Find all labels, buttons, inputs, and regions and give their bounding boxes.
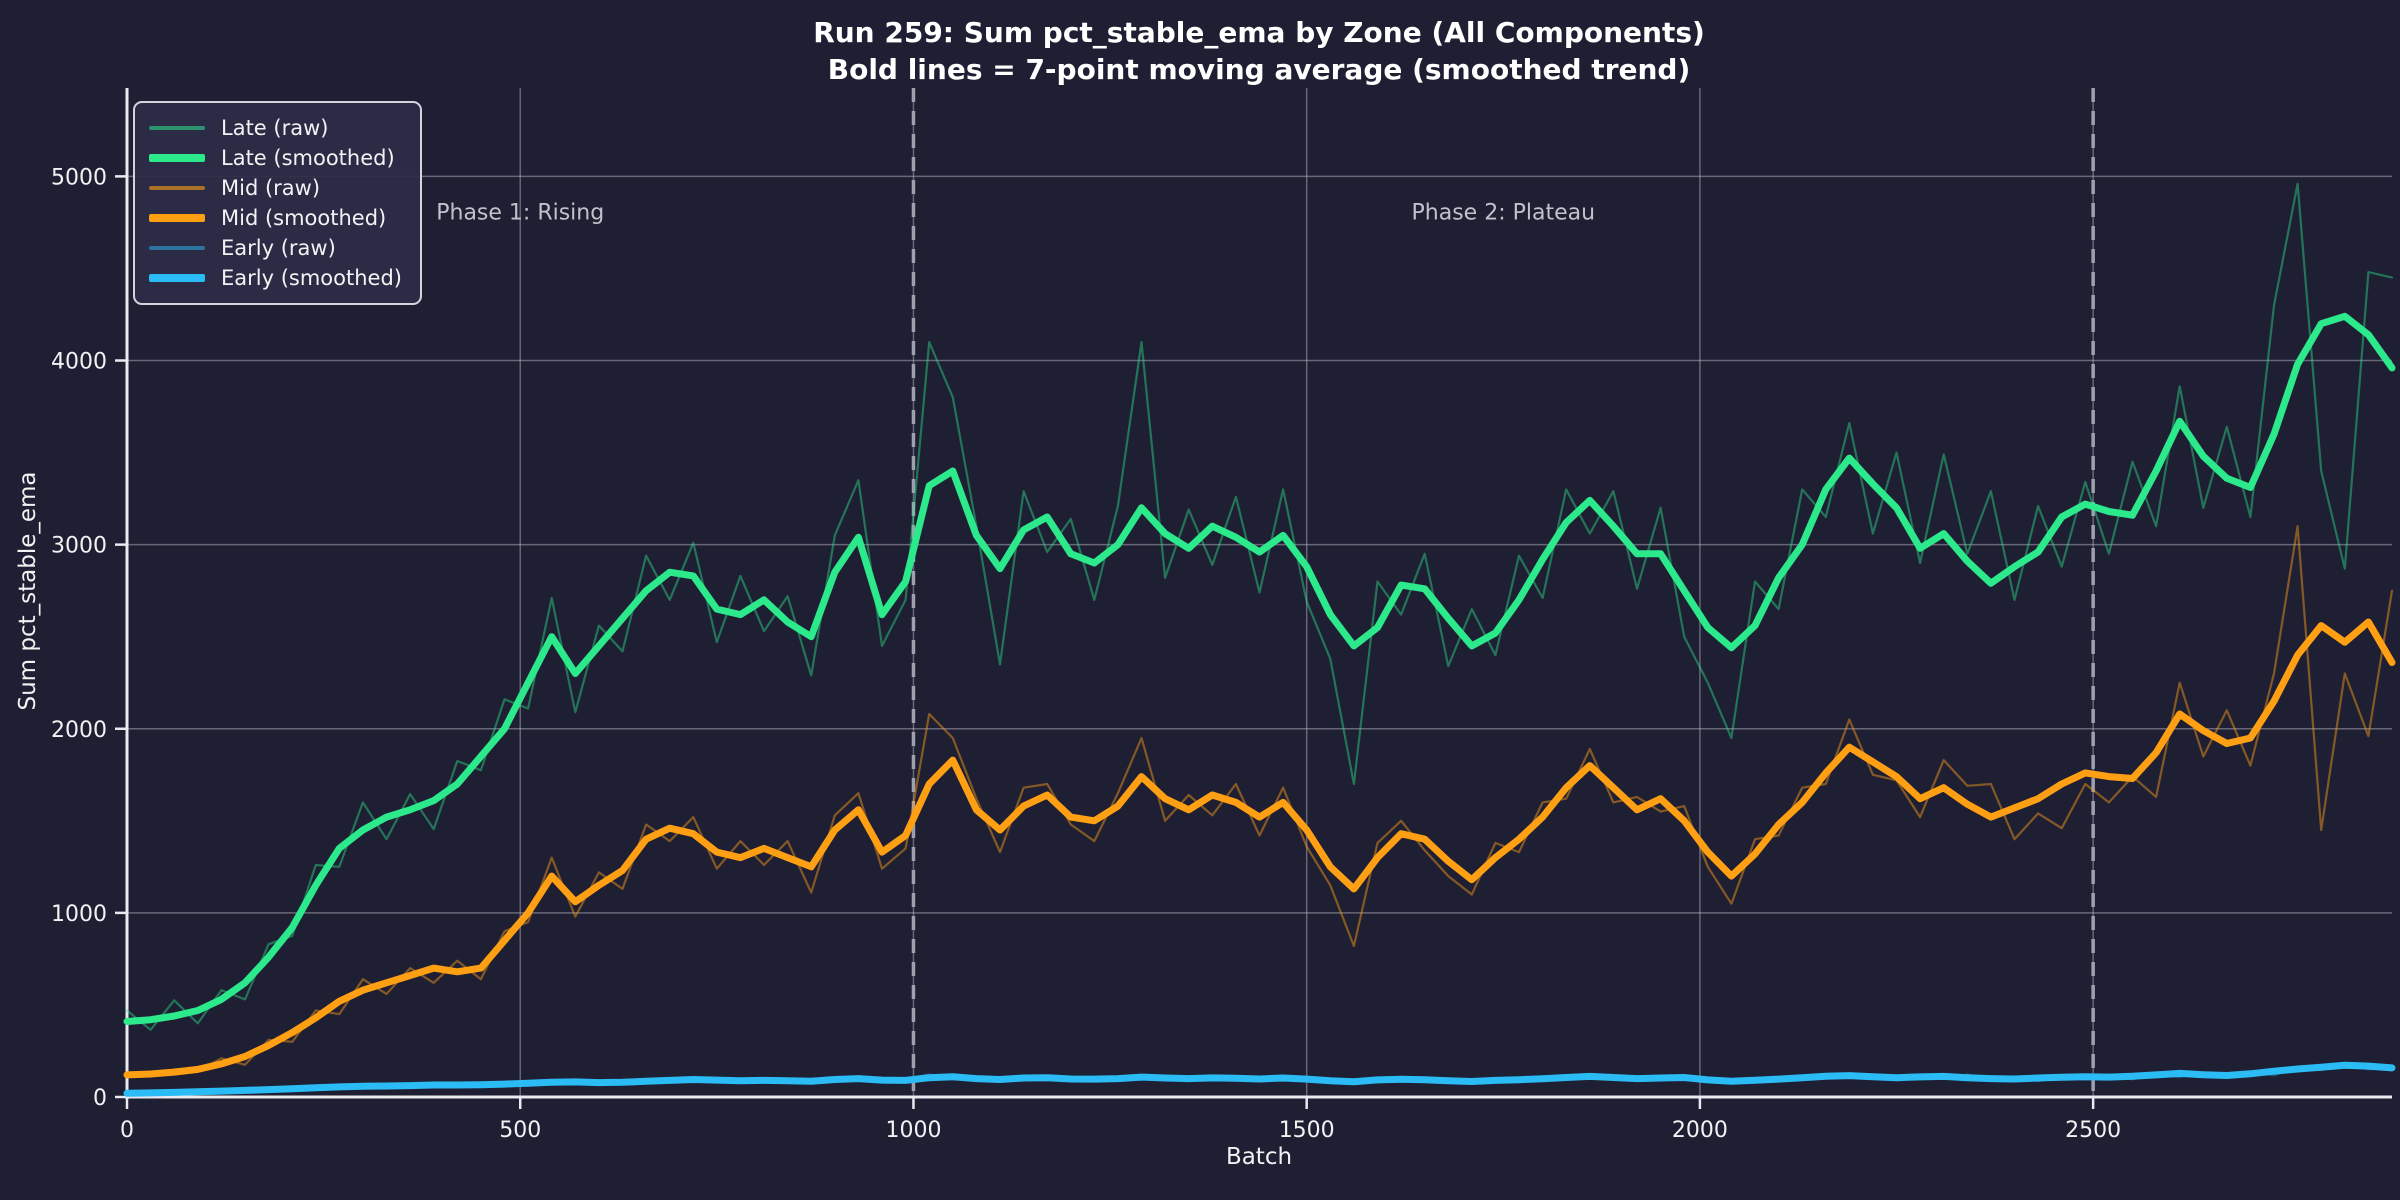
x-axis-label: Batch [1225, 1144, 1293, 1170]
mid-raw-line [125, 525, 2394, 1078]
legend-item-late-smoothed: Late (smoothed) [149, 143, 402, 173]
legend-item-early-smoothed: Early (smoothed) [149, 263, 402, 293]
y-tick-label: 5000 [51, 165, 107, 190]
x-tick-label: 2500 [2065, 1118, 2121, 1143]
chart-title: Run 259: Sum pct_stable_ema by Zone (All… [813, 14, 1705, 88]
late-raw-line-swatch [149, 126, 205, 130]
phase-2-annotation: Phase 2: Plateau [1411, 200, 1596, 226]
x-tick-label: 1500 [1279, 1118, 1335, 1143]
x-tick-label: 0 [120, 1118, 134, 1143]
mid-smoothed-line-swatch [149, 214, 205, 222]
mid-raw-line-swatch [149, 186, 205, 190]
legend-item-mid-smoothed: Mid (smoothed) [149, 203, 402, 233]
legend-label: Late (smoothed) [221, 146, 395, 170]
legend: Late (raw) Late (smoothed) Mid (raw) Mid… [133, 101, 422, 305]
late-smoothed-line-swatch [149, 154, 205, 162]
chart-title-line2: Bold lines = 7-point moving average (smo… [827, 53, 1691, 86]
legend-label: Mid (smoothed) [221, 206, 387, 230]
x-tick-label: 1000 [885, 1118, 941, 1143]
y-tick-label: 4000 [51, 350, 107, 375]
late-smoothed-line [123, 312, 2396, 1025]
legend-item-late-raw: Late (raw) [149, 113, 402, 143]
chart-title-line1: Run 259: Sum pct_stable_ema by Zone (All… [813, 16, 1705, 49]
y-axis-label: Sum pct_stable_ema [15, 471, 41, 711]
late-raw-line [125, 182, 2394, 1031]
legend-item-early-raw: Early (raw) [149, 233, 402, 263]
mid-smoothed-line [123, 618, 2396, 1079]
y-tick-label: 1000 [51, 902, 107, 927]
legend-label: Early (smoothed) [221, 266, 402, 290]
y-tick-label: 2000 [51, 718, 107, 743]
early-raw-line-swatch [149, 246, 205, 250]
early-smoothed-line-swatch [149, 274, 205, 282]
y-tick-label: 0 [93, 1086, 107, 1111]
x-tick-label: 2000 [1672, 1118, 1728, 1143]
y-tick-label: 3000 [51, 534, 107, 559]
legend-label: Early (raw) [221, 236, 336, 260]
legend-item-mid-raw: Mid (raw) [149, 173, 402, 203]
x-tick-label: 500 [499, 1118, 541, 1143]
early-smoothed-line [123, 1061, 2396, 1097]
legend-label: Late (raw) [221, 116, 329, 140]
phase-1-annotation: Phase 1: Rising [436, 200, 605, 226]
legend-label: Mid (raw) [221, 176, 321, 200]
